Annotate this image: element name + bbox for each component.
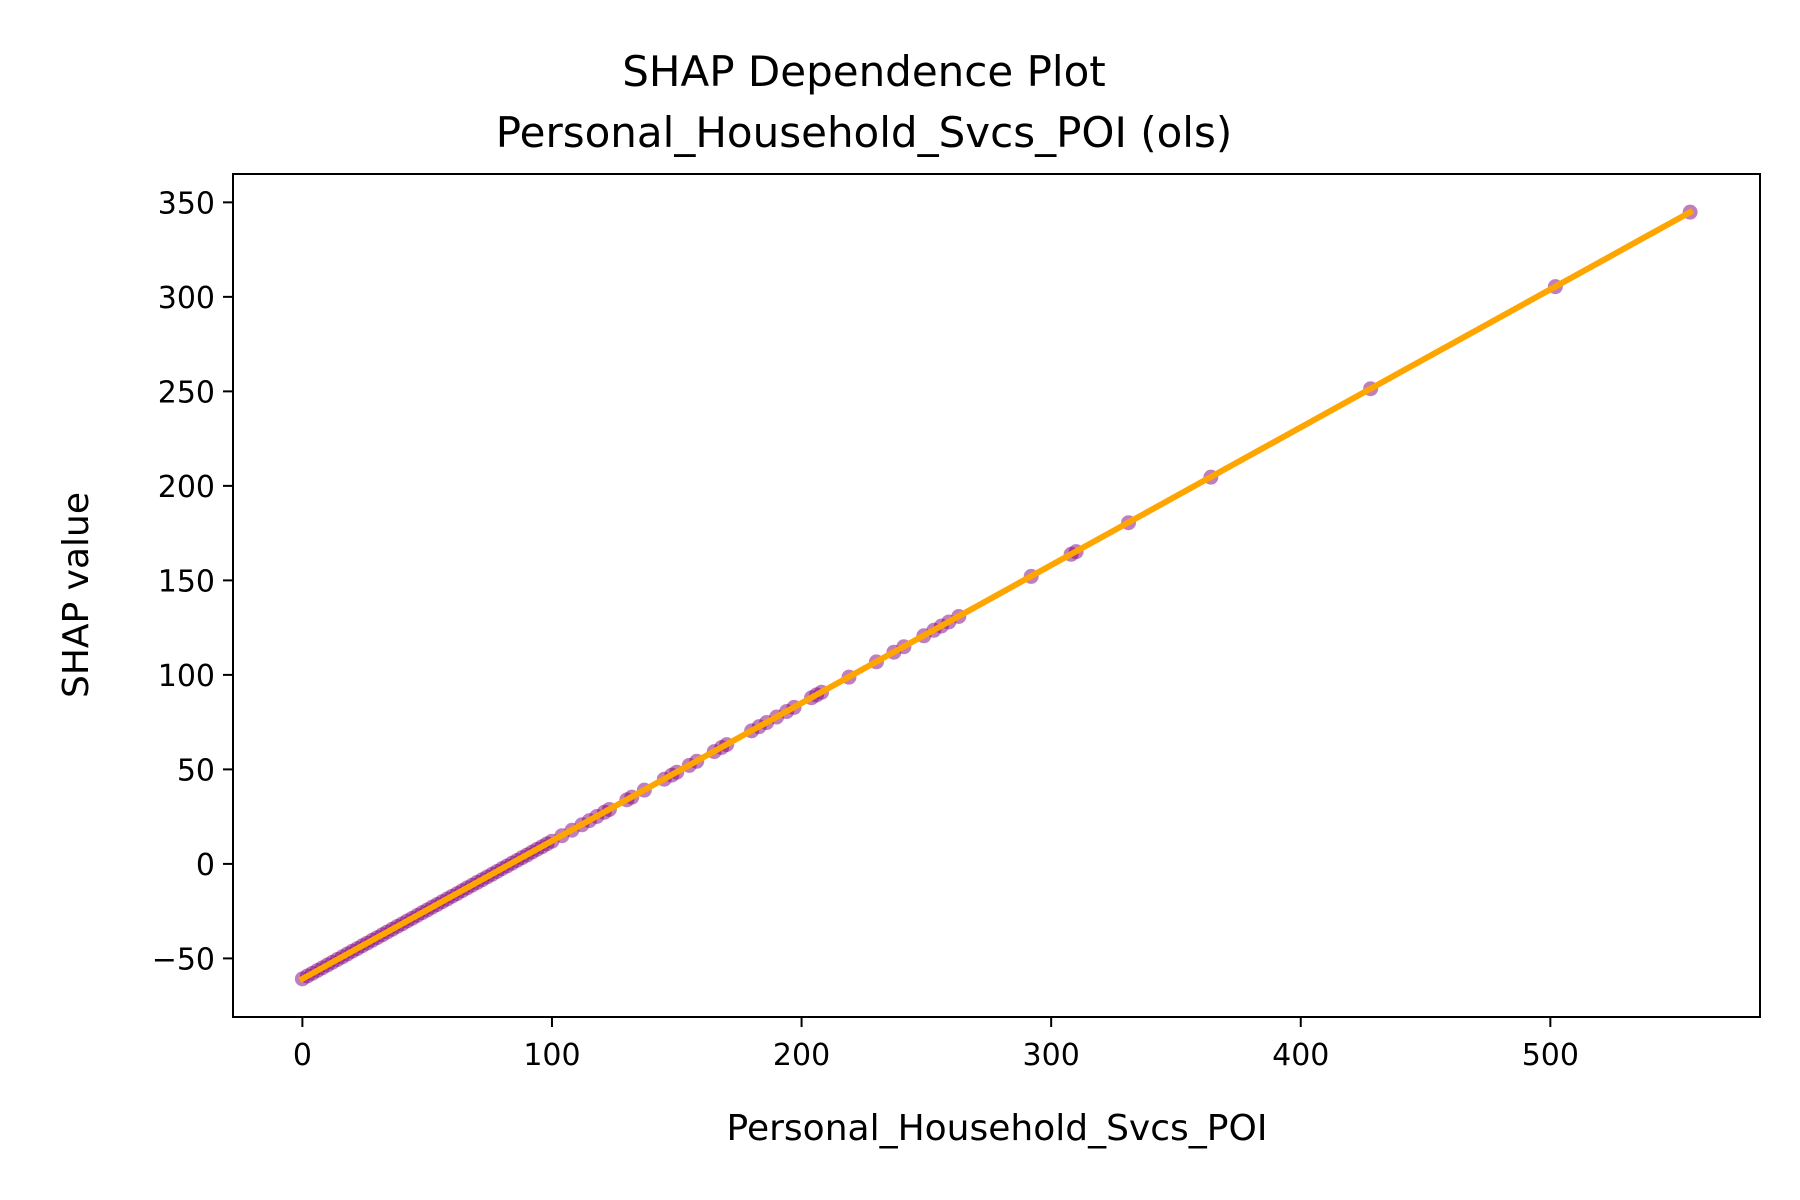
x-tick-label: 0 xyxy=(293,1038,312,1073)
x-tick-label: 300 xyxy=(1023,1038,1080,1073)
y-tick-label: −50 xyxy=(152,942,215,977)
fit-line xyxy=(298,208,1695,983)
y-tick-label: 250 xyxy=(158,375,215,410)
x-tick-label: 400 xyxy=(1272,1038,1329,1073)
y-tick-label: 100 xyxy=(158,659,215,694)
x-tick-label: 100 xyxy=(523,1038,580,1073)
y-tick-label: 50 xyxy=(177,753,215,788)
chart-title: SHAP Dependence Plot xyxy=(622,47,1106,96)
plot-frame xyxy=(232,173,1761,1018)
x-tick-label: 200 xyxy=(773,1038,830,1073)
y-tick-label: 300 xyxy=(158,281,215,316)
y-axis-label: SHAP value xyxy=(56,492,97,698)
y-tick-label: 0 xyxy=(196,848,215,883)
y-tick-label: 150 xyxy=(158,564,215,599)
y-tick-label: 350 xyxy=(158,186,215,221)
chart-subtitle: Personal_Household_Svcs_POI (ols) xyxy=(496,108,1232,157)
x-tick-label: 500 xyxy=(1522,1038,1579,1073)
x-axis-label: Personal_Household_Svcs_POI xyxy=(727,1108,1268,1149)
y-axis-ticks: −50 0 50 100 150 200 250 300 350 xyxy=(152,186,233,977)
x-axis-ticks: 0 100 200 300 400 500 xyxy=(293,1017,1579,1073)
y-tick-label: 200 xyxy=(158,470,215,505)
